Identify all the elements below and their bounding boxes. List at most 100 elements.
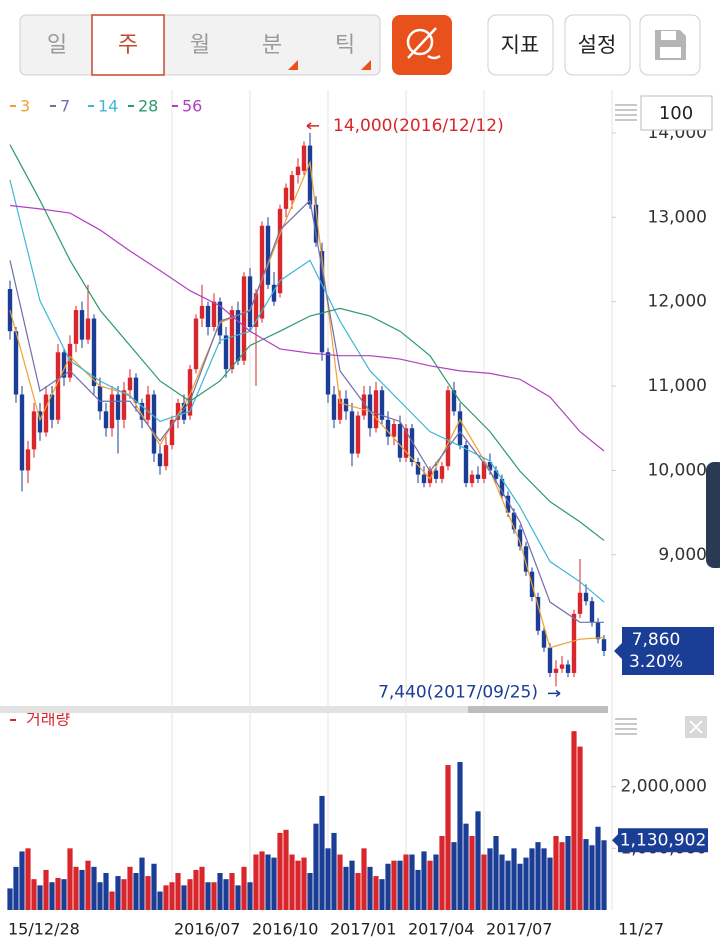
candle-body (355, 415, 361, 454)
period-tab[interactable]: 월 (190, 33, 210, 58)
candle-body (85, 318, 91, 340)
volume-bar (163, 885, 169, 910)
volume-bar (523, 857, 529, 910)
candle-body (559, 664, 565, 669)
candle-body (415, 461, 421, 475)
volume-bar (67, 848, 73, 910)
candle-body (241, 276, 247, 361)
pane-menu-icon[interactable] (615, 104, 637, 121)
x-tick-label: 2017/01 (330, 920, 396, 939)
last-price-box (614, 626, 714, 675)
volume-bar (7, 888, 13, 910)
candle-body (151, 394, 157, 454)
volume-bar (367, 866, 373, 910)
selected-tab[interactable] (91, 14, 165, 76)
volume-bar (571, 731, 577, 910)
volume-bar (595, 826, 601, 910)
candle-body (379, 390, 385, 420)
volume-bar (229, 873, 235, 910)
toolbar-button-label[interactable]: 지표 (501, 33, 540, 57)
candle-body (145, 394, 151, 420)
volume-bar (421, 851, 427, 910)
volume-bar (481, 854, 487, 910)
candle-body (139, 402, 145, 420)
candle-body (181, 402, 187, 420)
side-handle[interactable] (706, 462, 720, 568)
volume-bar (73, 866, 79, 910)
candle-body (319, 251, 325, 353)
volume-bar (145, 876, 151, 910)
legend-label: 14 (98, 97, 118, 116)
toolbar: 일 주 월 분 틱 지표 설정 (19, 14, 701, 76)
candle-body (187, 369, 193, 416)
legend-label: 7 (60, 97, 70, 116)
candle-body (409, 428, 415, 462)
volume-bar (127, 866, 133, 910)
volume-bar (223, 879, 229, 910)
volume-bar (115, 876, 121, 910)
candle-body (385, 419, 391, 437)
candle-body (289, 175, 295, 201)
candle-body (163, 445, 169, 467)
y-tick-label: 11,000 (648, 376, 707, 396)
y-tick-label: 10,000 (648, 460, 707, 480)
drawing-button[interactable] (392, 15, 452, 75)
volume-bar (517, 863, 523, 910)
volume-bar (157, 891, 163, 910)
volume-bar (241, 866, 247, 910)
period-tab[interactable]: 일 (47, 33, 67, 58)
candle-body (121, 390, 127, 420)
settings-button[interactable] (564, 14, 631, 76)
volume-bar (49, 882, 55, 910)
zoom-box[interactable] (640, 95, 713, 131)
candle-body (583, 592, 589, 602)
x-tick-label: 2016/10 (252, 920, 318, 939)
pane-menu-icon[interactable] (615, 718, 637, 735)
volume-bar (349, 860, 355, 910)
period-tab[interactable]: 분 (262, 33, 282, 58)
volume-bar (373, 876, 379, 910)
indicator-button[interactable] (487, 14, 554, 76)
annotation-arrow (306, 122, 319, 130)
volume-bar (85, 860, 91, 910)
y-tick-label: 9,000 (658, 545, 707, 565)
candle-body (391, 424, 397, 437)
candle-body (205, 305, 211, 327)
volume-bar (589, 845, 595, 910)
volume-bar (121, 879, 127, 910)
volume-bar (535, 842, 541, 910)
candle-body (301, 145, 307, 171)
submenu-indicator (361, 60, 371, 70)
period-tab[interactable]: 틱 (335, 33, 355, 58)
candle-body (13, 331, 19, 395)
volume-bar (19, 851, 25, 910)
candle-body (247, 276, 253, 327)
candle-body (169, 419, 175, 446)
scrollbar-thumb[interactable] (468, 706, 608, 713)
volume-bar (175, 873, 181, 910)
y-tick-label: 2,000,000 (620, 777, 707, 797)
candle-body (91, 318, 97, 387)
volume-bar (271, 857, 277, 910)
volume-bar (13, 866, 19, 910)
volume-bar (97, 882, 103, 910)
volume-bar (259, 851, 265, 910)
candle-body (19, 394, 25, 471)
period-tab[interactable]: 주 (118, 33, 138, 58)
volume-bar (325, 848, 331, 910)
candle-body (127, 377, 133, 391)
candle-body (451, 390, 457, 412)
toolbar-button-label[interactable]: 설정 (578, 33, 617, 57)
volume-bar (193, 869, 199, 910)
legend-swatch (172, 105, 178, 107)
candle-body (373, 390, 379, 429)
legend-swatch (10, 719, 16, 721)
volume-bar (553, 836, 559, 910)
volume-bar (505, 860, 511, 910)
volume-bar (409, 854, 415, 910)
moving-average-line (9, 199, 604, 623)
candle-body (223, 335, 229, 370)
